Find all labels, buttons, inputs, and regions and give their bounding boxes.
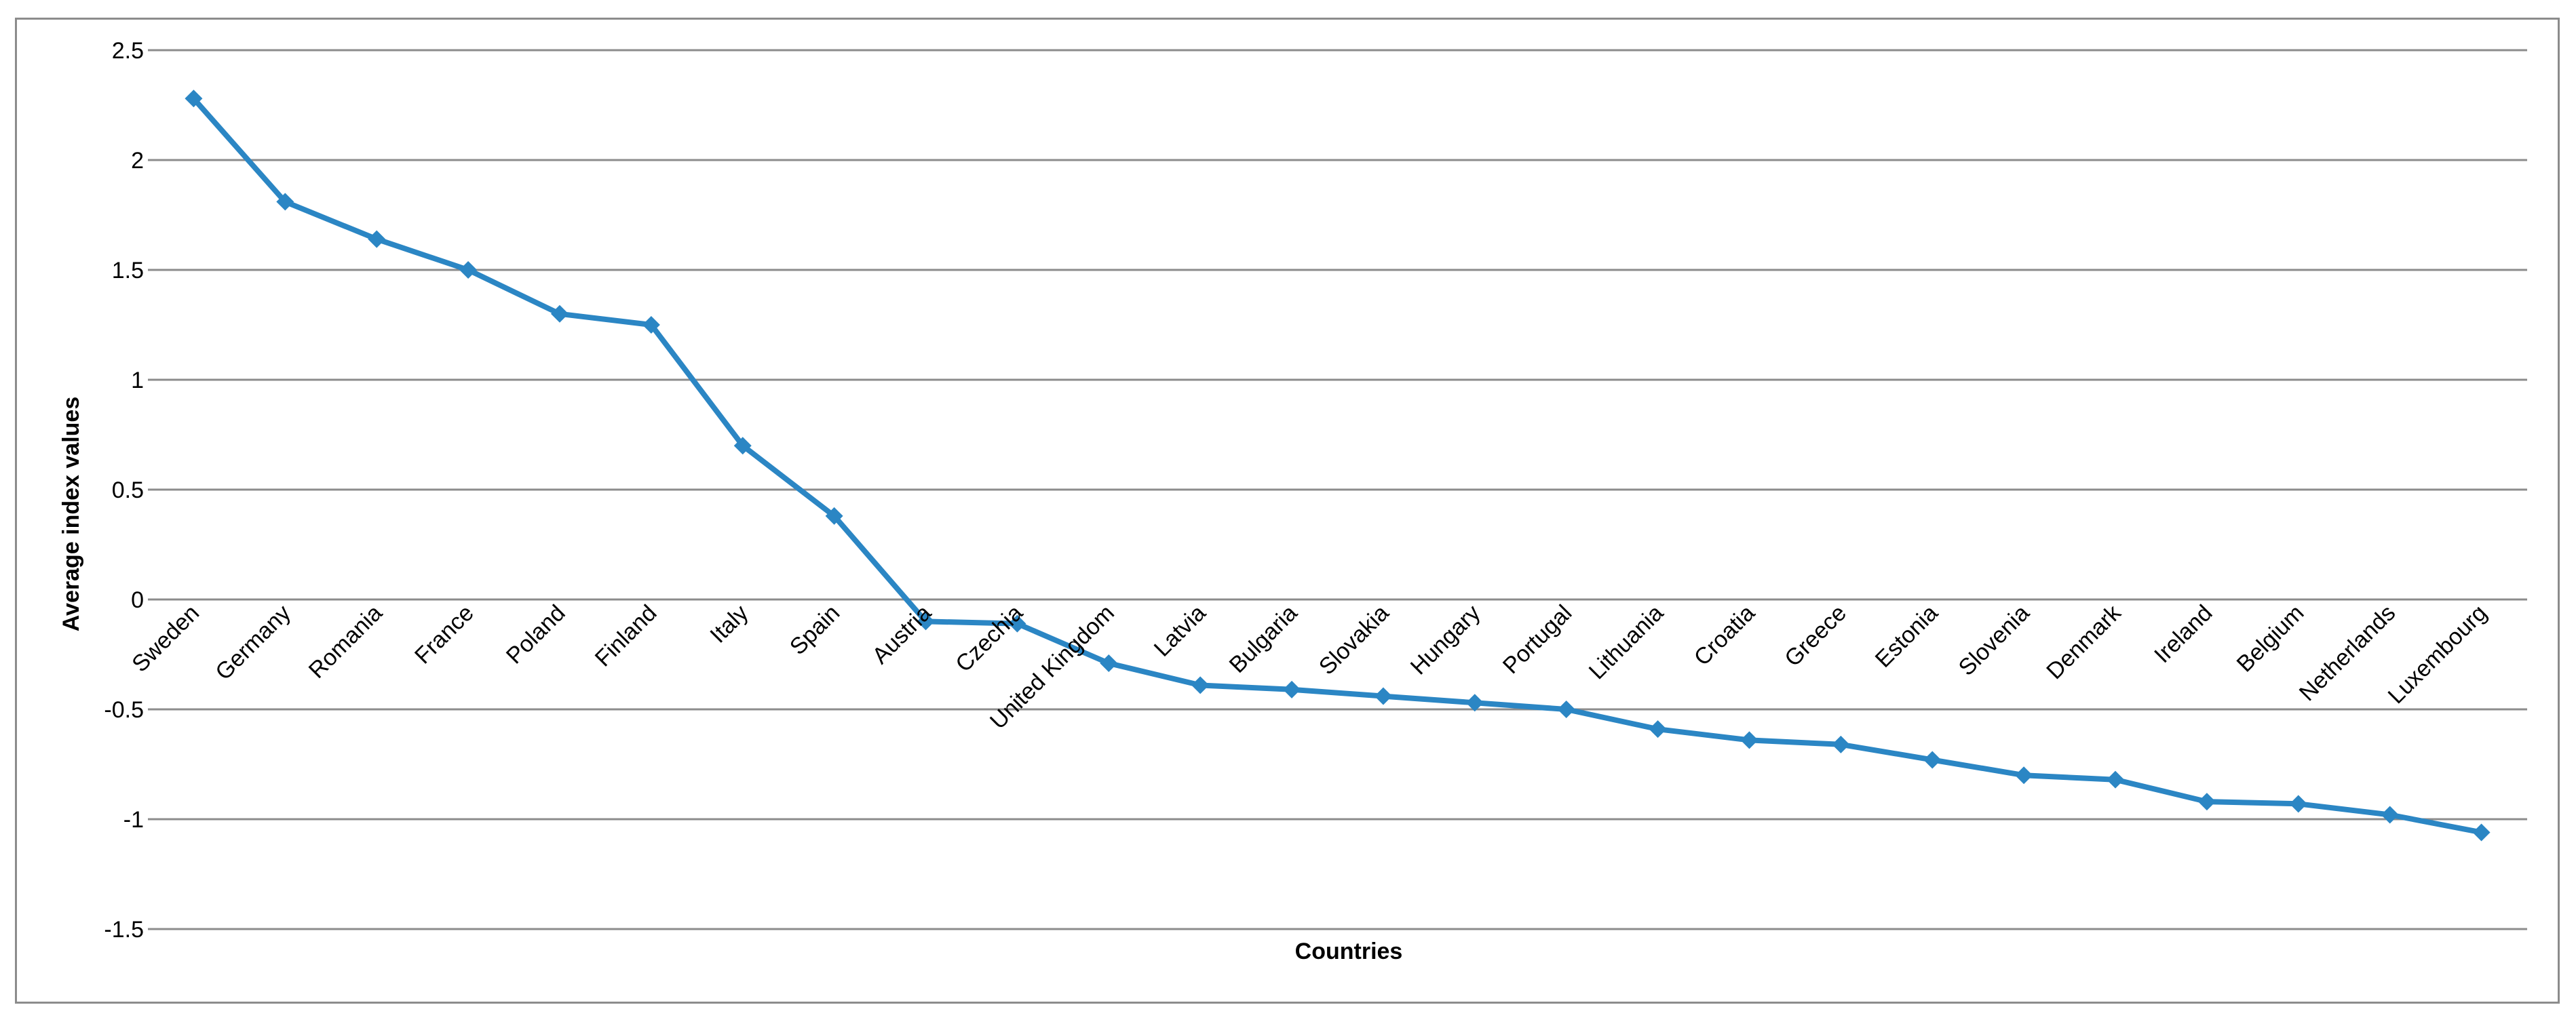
data-point-marker <box>917 612 935 631</box>
y-tick-label: -1.5 <box>104 917 144 943</box>
data-point-marker <box>2472 823 2491 842</box>
data-point-marker <box>1740 731 1758 749</box>
data-point-marker <box>1557 701 1575 718</box>
data-point-marker <box>1465 694 1484 712</box>
data-point-marker <box>1191 676 1210 694</box>
y-tick-label: -0.5 <box>104 697 144 723</box>
y-tick-label: -1 <box>123 807 144 833</box>
x-category-label: Latvia <box>1149 600 1211 662</box>
data-point-marker <box>2015 766 2033 785</box>
x-category-label: Romania <box>304 600 387 684</box>
gridlines <box>148 49 2527 930</box>
chart-frame <box>15 18 2560 1004</box>
y-tick-label: 1.5 <box>112 258 144 283</box>
data-point-marker <box>368 230 386 248</box>
x-category-label: Portugal <box>1498 600 1577 679</box>
x-category-label: Slovakia <box>1314 600 1394 680</box>
x-category-label: Belgium <box>2232 600 2309 677</box>
x-category-label: Bulgaria <box>1225 600 1303 678</box>
x-category-label: Austria <box>867 600 936 669</box>
y-tick-label: 2 <box>131 148 144 174</box>
x-category-label: Germany <box>210 600 296 686</box>
category-labels: Sweden Germany Romania France Poland Finland I… <box>127 599 2492 734</box>
y-tick-label: 0.5 <box>112 477 144 503</box>
data-point-marker <box>2289 795 2307 813</box>
data-point-marker <box>2197 793 2216 811</box>
x-category-label: Czechia <box>950 600 1028 677</box>
x-axis-title: Countries <box>1295 939 1403 964</box>
x-category-label: Finland <box>590 600 662 672</box>
data-markers <box>185 90 2491 842</box>
x-category-label: Croatia <box>1689 600 1760 671</box>
data-point-marker <box>185 90 203 108</box>
data-point-marker <box>1283 680 1301 698</box>
x-category-label: Hungary <box>1406 600 1486 680</box>
data-point-marker <box>550 304 569 323</box>
data-point-marker <box>1649 720 1667 739</box>
x-category-label: France <box>410 600 479 669</box>
x-category-label: Denmark <box>2041 599 2126 684</box>
x-category-label: Estonia <box>1870 600 1943 673</box>
data-point-marker <box>1374 687 1392 705</box>
data-point-marker <box>1923 751 1942 769</box>
x-category-label: Slovenia <box>1954 600 2035 681</box>
y-tick-labels: 2.5 2 1.5 1 0.5 0 -0.5 -1 -1.5 <box>104 38 144 943</box>
x-category-label: Poland <box>501 600 571 669</box>
data-point-marker <box>1008 614 1026 633</box>
data-point-marker <box>825 507 843 525</box>
x-category-label: Lithuania <box>1584 600 1669 685</box>
y-tick-label: 1 <box>131 368 144 393</box>
series-line <box>191 96 2482 835</box>
y-tick-label: 2.5 <box>112 38 144 64</box>
data-point-marker <box>1100 654 1118 672</box>
data-point-marker <box>459 261 478 279</box>
data-point-marker <box>2107 770 2125 789</box>
x-category-label: Italy <box>705 600 753 648</box>
data-point-marker <box>1832 735 1850 753</box>
data-point-marker <box>276 193 294 211</box>
y-axis-title: Average index values <box>58 397 84 631</box>
x-category-label: Greece <box>1780 600 1851 672</box>
x-category-label: Luxembourg <box>2383 600 2493 709</box>
series-line-group <box>191 96 2482 835</box>
data-point-marker <box>733 437 752 455</box>
x-category-label: Ireland <box>2149 600 2217 668</box>
y-tick-label: 0 <box>131 587 144 613</box>
data-point-marker <box>642 316 660 334</box>
data-point-marker <box>2381 806 2399 824</box>
x-category-label: Spain <box>785 600 845 660</box>
